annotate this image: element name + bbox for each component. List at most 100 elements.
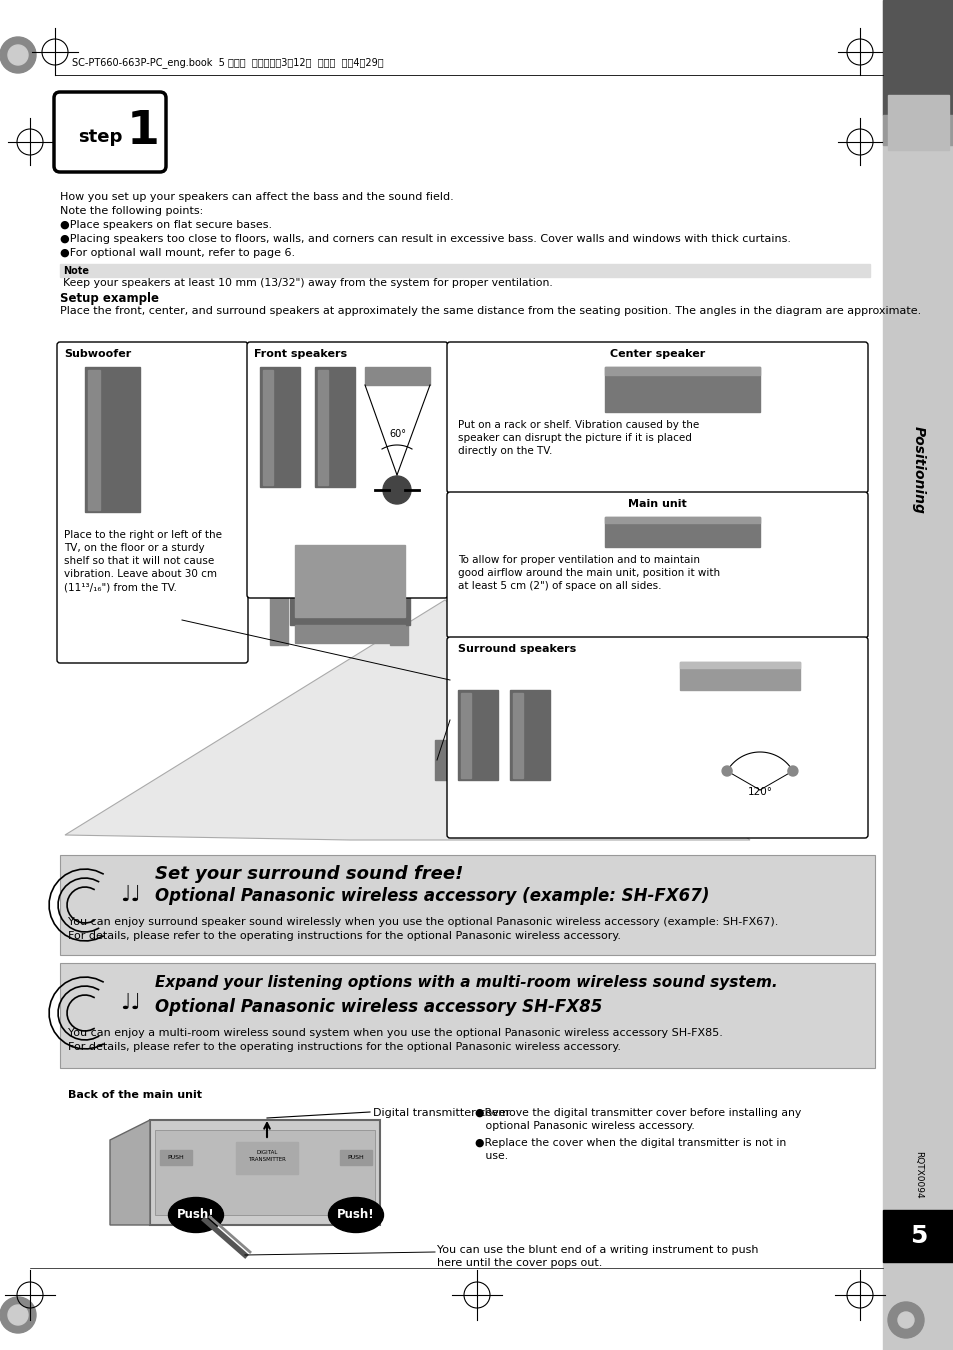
Bar xyxy=(604,367,760,412)
Text: Place to the right or left of the: Place to the right or left of the xyxy=(64,531,222,540)
Circle shape xyxy=(8,45,28,65)
Bar xyxy=(604,517,760,522)
FancyBboxPatch shape xyxy=(247,342,448,598)
Circle shape xyxy=(721,765,731,776)
FancyBboxPatch shape xyxy=(57,342,248,663)
Text: Put on a rack or shelf. Vibration caused by the: Put on a rack or shelf. Vibration caused… xyxy=(457,420,699,431)
Text: For details, please refer to the operating instructions for the optional Panason: For details, please refer to the operati… xyxy=(68,931,620,941)
Text: Center speaker: Center speaker xyxy=(609,350,704,359)
Bar xyxy=(679,662,800,690)
Bar xyxy=(887,95,948,150)
Text: 5: 5 xyxy=(909,1224,926,1247)
Bar xyxy=(60,963,874,1068)
Text: SC-PT660-663P-PC_eng.book  5 ページ  ２００８年3月12日  水曜日  午後4時29分: SC-PT660-663P-PC_eng.book 5 ページ ２００８年3月1… xyxy=(71,57,383,68)
Text: Push!: Push! xyxy=(336,1208,375,1222)
Polygon shape xyxy=(65,599,749,840)
Circle shape xyxy=(382,477,411,504)
Text: PUSH: PUSH xyxy=(347,1156,364,1160)
Text: Optional Panasonic wireless accessory SH-FX85: Optional Panasonic wireless accessory SH… xyxy=(154,998,601,1017)
Text: speaker can disrupt the picture if it is placed: speaker can disrupt the picture if it is… xyxy=(457,433,691,443)
Bar xyxy=(85,367,140,512)
Bar xyxy=(314,367,355,487)
Text: 1: 1 xyxy=(127,108,159,154)
Text: Set your surround sound free!: Set your surround sound free! xyxy=(154,865,463,883)
Text: directly on the TV.: directly on the TV. xyxy=(457,446,552,456)
Text: Subwoofer: Subwoofer xyxy=(64,350,132,359)
Text: Digital transmitter cover: Digital transmitter cover xyxy=(373,1108,510,1118)
Text: ●Placing speakers too close to floors, walls, and corners can result in excessiv: ●Placing speakers too close to floors, w… xyxy=(60,234,790,244)
Circle shape xyxy=(885,18,925,57)
Bar xyxy=(60,855,874,954)
Bar xyxy=(460,693,471,778)
Text: Front speakers: Front speakers xyxy=(253,350,347,359)
Text: Place the front, center, and surround speakers at approximately the same distanc: Place the front, center, and surround sp… xyxy=(60,306,921,316)
Text: vibration. Leave about 30 cm: vibration. Leave about 30 cm xyxy=(64,568,216,579)
Text: You can use the blunt end of a writing instrument to push: You can use the blunt end of a writing i… xyxy=(436,1245,758,1256)
Text: Main unit: Main unit xyxy=(627,500,686,509)
Text: PUSH: PUSH xyxy=(168,1156,184,1160)
Text: (11¹³/₁₆") from the TV.: (11¹³/₁₆") from the TV. xyxy=(64,582,176,593)
Text: Setup example: Setup example xyxy=(60,292,159,305)
Bar xyxy=(263,370,273,485)
Polygon shape xyxy=(110,1120,150,1224)
Text: ♩♩: ♩♩ xyxy=(120,886,141,904)
Text: ●Place speakers on flat secure bases.: ●Place speakers on flat secure bases. xyxy=(60,220,272,230)
Text: Note: Note xyxy=(63,266,89,275)
Text: ●For optional wall mount, refer to page 6.: ●For optional wall mount, refer to page … xyxy=(60,248,294,258)
Bar xyxy=(365,367,430,385)
Text: To allow for proper ventilation and to maintain: To allow for proper ventilation and to m… xyxy=(457,555,700,566)
Bar xyxy=(882,0,953,1350)
FancyBboxPatch shape xyxy=(447,491,867,639)
Text: You can enjoy surround speaker sound wirelessly when you use the optional Panaso: You can enjoy surround speaker sound wir… xyxy=(68,917,778,927)
Bar xyxy=(435,740,453,780)
Text: optional Panasonic wireless accessory.: optional Panasonic wireless accessory. xyxy=(475,1120,694,1131)
Bar xyxy=(513,693,522,778)
Text: ●Replace the cover when the digital transmitter is not in: ●Replace the cover when the digital tran… xyxy=(475,1138,785,1148)
Text: TRANSMITTER: TRANSMITTER xyxy=(248,1157,286,1162)
Text: 60°: 60° xyxy=(389,429,406,439)
Text: step: step xyxy=(78,128,122,146)
Bar xyxy=(679,662,800,668)
Text: Expand your listening options with a multi-room wireless sound system.: Expand your listening options with a mul… xyxy=(154,975,777,990)
Ellipse shape xyxy=(169,1197,223,1233)
Bar xyxy=(317,370,328,485)
Circle shape xyxy=(0,1297,36,1332)
Bar xyxy=(510,690,550,780)
Bar xyxy=(60,265,869,277)
Text: Optional Panasonic wireless accessory (example: SH-FX67): Optional Panasonic wireless accessory (e… xyxy=(154,887,709,905)
Bar xyxy=(260,367,299,487)
Text: shelf so that it will not cause: shelf so that it will not cause xyxy=(64,556,214,566)
Circle shape xyxy=(8,1305,28,1324)
Bar xyxy=(604,367,760,375)
Text: Push!: Push! xyxy=(177,1208,214,1222)
Text: here until the cover pops out.: here until the cover pops out. xyxy=(436,1258,601,1268)
Text: TV, on the floor or a sturdy: TV, on the floor or a sturdy xyxy=(64,543,204,554)
Bar xyxy=(150,1120,379,1224)
Circle shape xyxy=(787,765,797,776)
FancyBboxPatch shape xyxy=(447,342,867,493)
Bar xyxy=(882,0,953,115)
FancyBboxPatch shape xyxy=(447,637,867,838)
FancyBboxPatch shape xyxy=(54,92,166,171)
Text: You can enjoy a multi-room wireless sound system when you use the optional Panas: You can enjoy a multi-room wireless soun… xyxy=(68,1027,722,1038)
Bar xyxy=(235,1142,297,1174)
Bar xyxy=(882,115,953,144)
Bar xyxy=(457,690,497,780)
Text: RQTX0094: RQTX0094 xyxy=(913,1152,923,1199)
Text: DIGITAL: DIGITAL xyxy=(256,1150,277,1156)
Bar xyxy=(88,370,100,510)
Text: at least 5 cm (2") of space on all sides.: at least 5 cm (2") of space on all sides… xyxy=(457,580,660,591)
Bar xyxy=(339,1150,372,1165)
Bar xyxy=(294,545,405,617)
Bar xyxy=(390,590,408,645)
Text: ●Remove the digital transmitter cover before installing any: ●Remove the digital transmitter cover be… xyxy=(475,1108,801,1118)
Text: 120°: 120° xyxy=(747,787,772,796)
Bar xyxy=(154,1130,375,1215)
Text: use.: use. xyxy=(475,1152,508,1161)
Text: good airflow around the main unit, position it with: good airflow around the main unit, posit… xyxy=(457,568,720,578)
Bar xyxy=(270,590,288,645)
Text: ♩♩: ♩♩ xyxy=(120,994,141,1012)
Bar xyxy=(604,517,760,547)
Bar xyxy=(294,625,405,643)
Text: Keep your speakers at least 10 mm (13/32") away from the system for proper venti: Keep your speakers at least 10 mm (13/32… xyxy=(63,278,552,288)
